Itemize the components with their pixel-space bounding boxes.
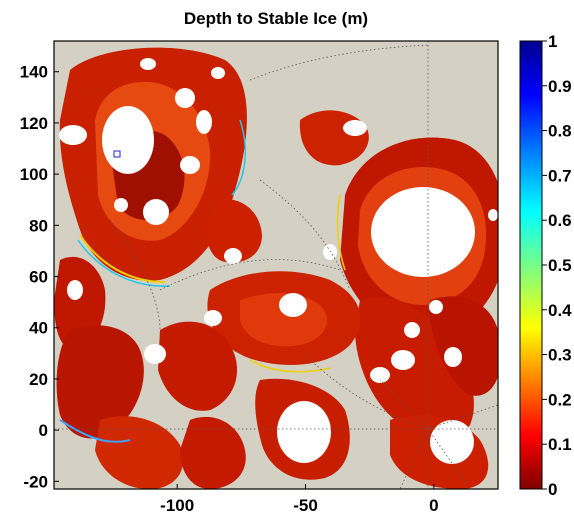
ice-fringe [77,239,171,287]
crater [277,401,331,463]
y-tick-label: 140 [20,63,48,82]
y-tick-label: 20 [29,370,48,389]
x-tick-label: -100 [160,496,194,515]
colorbar-tick-label: 0.9 [548,77,572,96]
crater [224,248,242,264]
crater [279,293,307,317]
colorbar-tick-label: 0.4 [548,301,572,320]
crater [444,347,462,367]
y-tick-label: -20 [23,472,48,491]
crater [370,367,390,383]
crater [404,322,420,338]
colorbar [519,40,543,490]
ice-fringe [79,234,166,283]
y-tick-label: 80 [29,216,48,235]
crater [67,280,83,300]
colorbar-tick-label: 0.1 [548,435,572,454]
x-tick-label: 0 [429,496,438,515]
ice-fringe [336,194,346,271]
colorbar-tick-label: 0 [548,480,557,499]
y-tick-label: 60 [29,268,48,287]
crater [143,199,169,225]
colorbar-tick-label: 0.8 [548,122,572,141]
ice-fringe [59,419,131,443]
crater [488,209,498,221]
crater [371,187,475,277]
ice-region [56,325,144,439]
crater [204,310,222,326]
colorbar-tick-label: 1 [548,32,557,51]
crater [343,120,367,136]
crater [59,125,87,145]
site-marker [113,150,121,158]
crater [102,106,154,174]
ice-region [158,321,238,411]
ice-region [180,416,246,489]
crater [429,300,443,314]
crater [196,110,212,134]
crater [144,344,166,364]
y-tick-label: 120 [20,114,48,133]
crater [175,88,195,108]
y-tick-label: 40 [29,319,48,338]
colorbar-tick-label: 0.6 [548,211,572,230]
crater [391,350,415,370]
colorbar-tick-label: 0.3 [548,346,572,365]
x-axis: -100 -50 0 [160,484,439,515]
crater [180,156,200,174]
ice-fringe [231,119,246,196]
map-grid [54,41,498,489]
x-tick-label: -50 [293,496,318,515]
colorbar-tick-label: 0.5 [548,256,572,275]
y-tick-label: 100 [20,165,48,184]
y-axis: -20 0 20 40 60 80 100 120 140 [20,63,59,491]
chart-title: Depth to Stable Ice (m) [184,9,368,28]
colorbar-axis: 0 0.1 0.2 0.3 0.4 0.5 0.6 0.7 0.8 0.9 1 [542,32,572,499]
ice-region [206,199,262,263]
crater [114,198,128,212]
depth-map [54,41,498,489]
crater [211,67,225,79]
crater [430,420,474,464]
ice-region [430,296,498,396]
crater [323,244,337,260]
crater [140,58,156,70]
colorbar-tick-label: 0.2 [548,390,572,409]
y-tick-label: 0 [39,421,48,440]
ice-region [95,416,184,489]
colorbar-tick-label: 0.7 [548,166,572,185]
plot-frame [53,40,499,490]
